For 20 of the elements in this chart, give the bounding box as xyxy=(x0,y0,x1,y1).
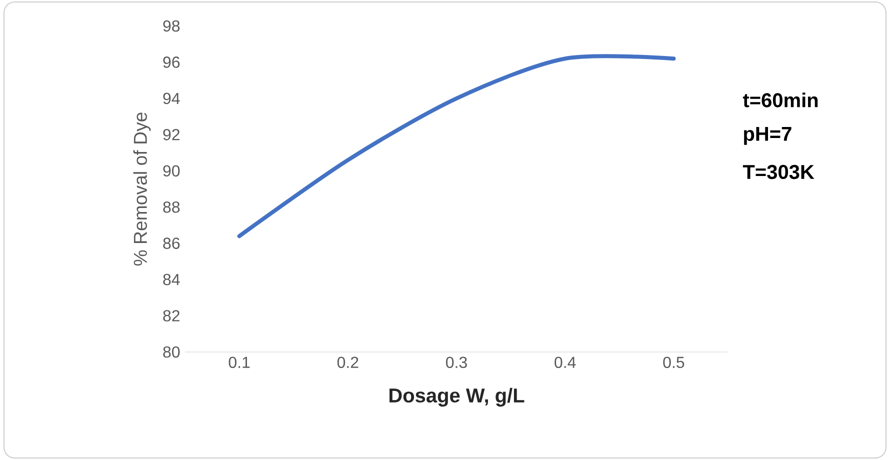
y-tick-label: 82 xyxy=(163,310,180,322)
x-tick-label: 0.2 xyxy=(337,356,358,368)
y-tick-label: 86 xyxy=(163,238,180,249)
x-tick-label: 0.1 xyxy=(228,356,250,368)
y-tick-label: 88 xyxy=(163,201,180,213)
y-tick-label: 96 xyxy=(163,56,180,68)
y-tick-label: 84 xyxy=(163,274,180,286)
x-tick-label: 0.5 xyxy=(663,356,684,368)
y-tick-label: 80 xyxy=(163,346,180,358)
x-tick-label: 0.4 xyxy=(554,356,576,368)
text: t=60min xyxy=(742,92,818,108)
text: pH=7 xyxy=(744,127,792,145)
text: T=303K xyxy=(742,164,814,180)
x-axis-title: Dosage W, g/L xyxy=(390,388,524,407)
y-tick-label: 92 xyxy=(163,129,180,140)
y-tick-label: 94 xyxy=(163,92,180,104)
y-tick-label: 98 xyxy=(163,20,180,32)
y-tick-label: 90 xyxy=(163,165,180,177)
y-axis-title: % Removal of Dye xyxy=(133,112,151,266)
x-tick-label: 0.3 xyxy=(446,356,467,368)
